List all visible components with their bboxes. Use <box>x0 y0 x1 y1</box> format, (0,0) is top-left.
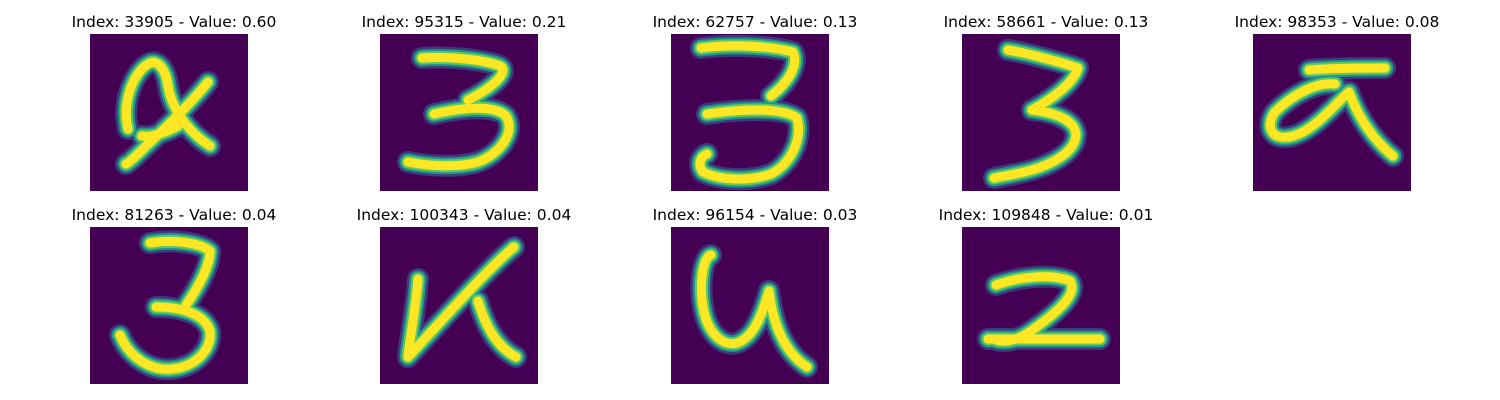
x-glyph-image <box>90 34 248 191</box>
panel-title: Index: 33905 - Value: 0.60 <box>71 13 277 31</box>
panel-title: Index: 100343 - Value: 0.04 <box>356 206 572 224</box>
panel-title: Index: 81263 - Value: 0.04 <box>71 206 277 224</box>
panel-title: Index: 109848 - Value: 0.01 <box>938 206 1154 224</box>
panel-title: Index: 98353 - Value: 0.08 <box>1234 13 1440 31</box>
digit-image <box>380 227 538 384</box>
three-glyph-image <box>380 34 538 191</box>
digit-image <box>380 34 538 191</box>
panel-title: Index: 96154 - Value: 0.03 <box>652 206 858 224</box>
two-glyph-image <box>962 227 1120 384</box>
u-glyph-image <box>671 227 829 384</box>
a-glyph-image <box>1253 34 1411 191</box>
digit-image <box>671 227 829 384</box>
digit-image <box>671 34 829 191</box>
panel-title: Index: 62757 - Value: 0.13 <box>652 13 858 31</box>
digit-image <box>90 227 248 384</box>
digit-image <box>962 227 1120 384</box>
three-glyph-image <box>962 34 1120 191</box>
three-glyph-image <box>671 34 829 191</box>
three-glyph-image <box>90 227 248 384</box>
panel-title: Index: 95315 - Value: 0.21 <box>361 13 567 31</box>
digit-image <box>962 34 1120 191</box>
digit-image <box>1253 34 1411 191</box>
panel-title: Index: 58661 - Value: 0.13 <box>943 13 1149 31</box>
k-glyph-image <box>380 227 538 384</box>
digit-image <box>90 34 248 191</box>
